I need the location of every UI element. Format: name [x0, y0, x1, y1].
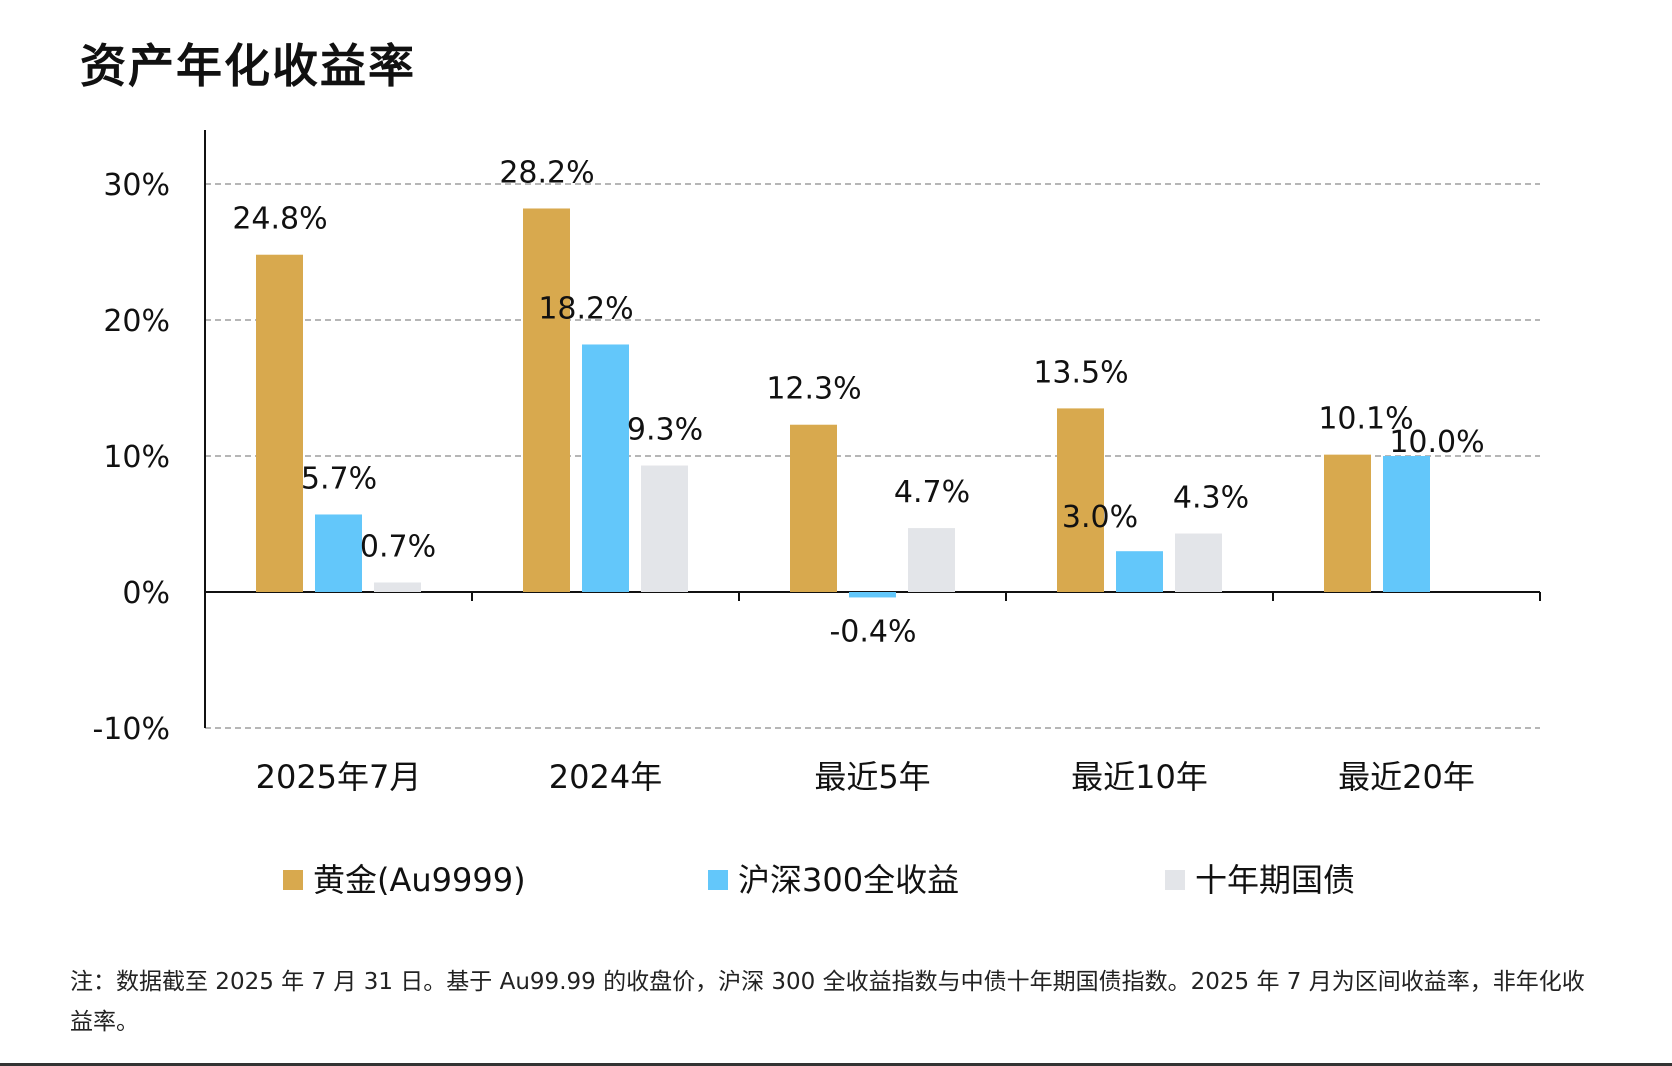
bars [256, 208, 1430, 598]
bar [790, 424, 837, 592]
data-label: 5.7% [301, 461, 377, 496]
x-category-labels: 2025年7月 2024年 最近5年 最近10年 最近20年 [256, 758, 1475, 796]
data-label: 12.3% [766, 372, 861, 407]
y-tick-label: 10% [103, 440, 170, 475]
y-tick-labels: 30% 20% 10% 0% -10% [92, 168, 170, 747]
bar [582, 344, 629, 592]
y-tick-label: 0% [122, 576, 170, 611]
y-tick-label: 20% [103, 304, 170, 339]
legend: 黄金(Au9999) 沪深300全收益 十年期国债 [283, 861, 1355, 899]
data-label: 28.2% [499, 155, 594, 190]
bar [908, 528, 955, 592]
y-tick-label: 30% [103, 168, 170, 203]
bar [1324, 454, 1371, 592]
legend-swatch [1165, 870, 1185, 890]
data-label: 24.8% [232, 202, 327, 237]
legend-label: 黄金(Au9999) [313, 861, 526, 899]
legend-swatch [283, 870, 303, 890]
bottom-divider [0, 1063, 1672, 1066]
legend-swatch [708, 870, 728, 890]
chart-title: 资产年化收益率 [80, 39, 416, 93]
x-category-label: 最近5年 [814, 758, 930, 796]
data-label: 10.1% [1318, 402, 1413, 437]
data-labels: 24.8% 5.7% 0.7% 28.2% 18.2% 9.3% 12.3% -0.4% 4.7… [232, 155, 1484, 649]
data-label: 18.2% [538, 291, 633, 326]
bar [315, 514, 362, 592]
y-tick-label: -10% [92, 712, 170, 747]
data-label: 10.0% [1389, 425, 1484, 460]
bar [1116, 551, 1163, 592]
data-label: -0.4% [829, 614, 916, 649]
bar [1175, 533, 1222, 592]
bar [1383, 456, 1430, 592]
data-label: 4.3% [1173, 481, 1249, 516]
footnote: 注：数据截至 2025 年 7 月 31 日。基于 Au99.99 的收盘价，沪… [70, 969, 1585, 1035]
legend-label: 沪深300全收益 [738, 861, 959, 899]
data-label: 4.7% [894, 475, 970, 510]
bar [523, 208, 570, 593]
gridlines [205, 183, 1540, 729]
x-category-label: 2024年 [549, 758, 662, 796]
bar [374, 582, 421, 592]
x-category-label: 2025年7月 [256, 758, 422, 796]
data-label: 0.7% [360, 529, 436, 564]
x-category-label: 最近10年 [1071, 758, 1208, 796]
bar [641, 465, 688, 592]
data-label: 9.3% [627, 413, 703, 448]
data-label: 3.0% [1062, 500, 1138, 535]
bar [1057, 408, 1104, 592]
legend-label: 十年期国债 [1195, 861, 1355, 899]
bar [849, 592, 896, 598]
bar [256, 254, 303, 592]
data-label: 13.5% [1033, 355, 1128, 390]
x-category-label: 最近20年 [1338, 758, 1475, 796]
bar-chart: 30% 20% 10% 0% -10% 24.8% 5.7% 0.7% 28.2% 18.2% 9… [92, 130, 1541, 899]
